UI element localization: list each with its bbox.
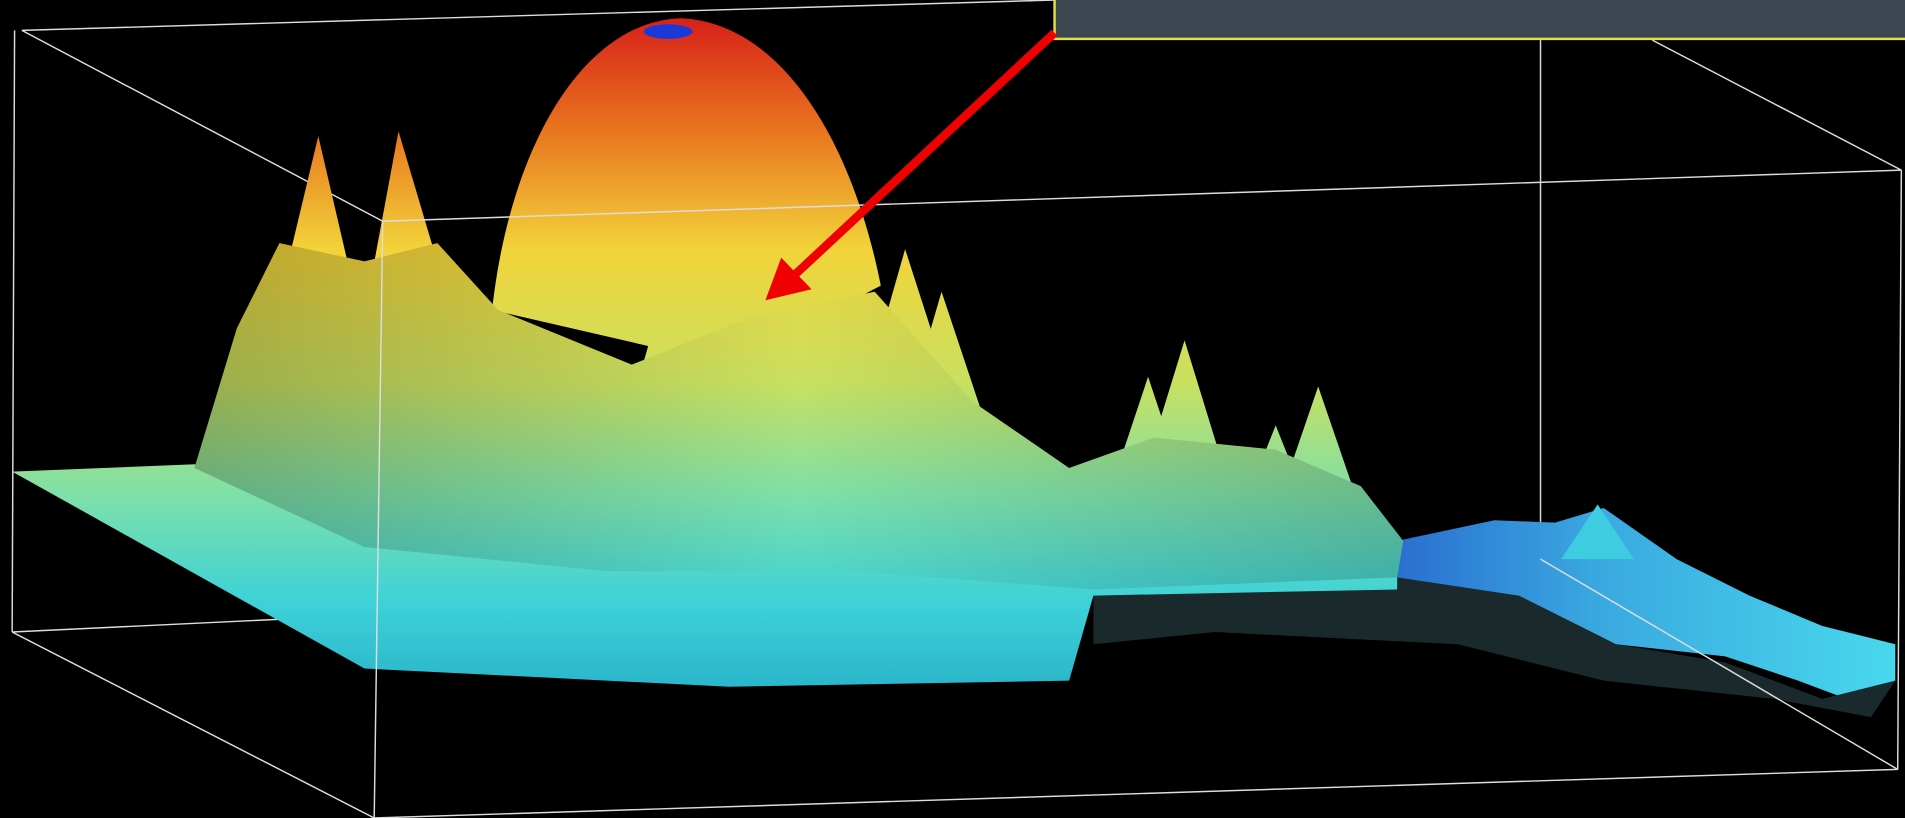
- box-edge: [11, 631, 375, 818]
- box-edge: [1896, 170, 1903, 770]
- inset-image: [1053, 0, 1905, 41]
- surface-shading: [194, 243, 1404, 590]
- surface-cliff: [1093, 577, 1896, 718]
- dome-top-patch: [643, 24, 693, 39]
- arrow-shaft: [786, 29, 1058, 283]
- bounding-box-front: [11, 169, 1903, 818]
- peak: [1561, 504, 1635, 560]
- box-edge: [1540, 558, 1899, 771]
- box-edge: [21, 0, 1055, 32]
- box-edge: [374, 768, 1898, 818]
- arrow-head: [765, 257, 812, 301]
- box-edge: [373, 221, 384, 818]
- box-edge: [11, 30, 16, 633]
- box-edge: [1651, 39, 1902, 171]
- surface-strip: [1397, 508, 1896, 699]
- box-edge: [382, 169, 1902, 222]
